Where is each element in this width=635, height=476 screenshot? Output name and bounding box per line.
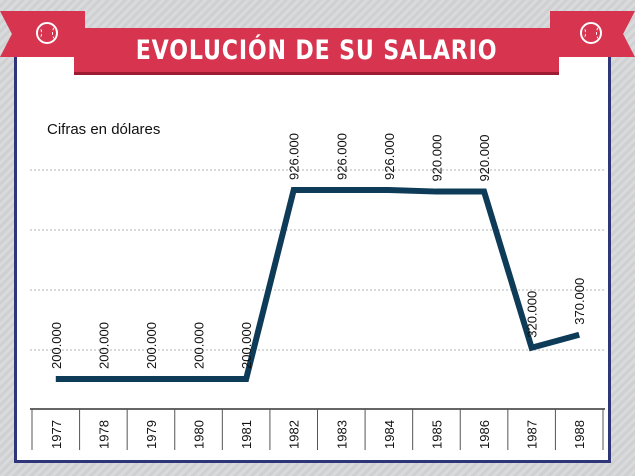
data-label: 926.000 <box>334 133 349 180</box>
chart-card <box>14 40 611 463</box>
x-tick-label: 1986 <box>477 420 492 449</box>
x-tick-label: 1980 <box>192 420 207 449</box>
grid <box>30 169 605 351</box>
baseball-icon <box>36 22 58 44</box>
data-label: 926.000 <box>382 133 397 180</box>
chart-title: EVOLUCIÓN DE SU SALARIO <box>135 34 498 66</box>
data-label: 920.000 <box>429 135 444 182</box>
x-tick-label: 1987 <box>525 420 540 449</box>
baseball-icon <box>580 22 602 44</box>
data-label: 200.000 <box>144 322 159 369</box>
x-tick-label: 1985 <box>429 420 444 449</box>
x-tick-label: 1988 <box>572 420 587 449</box>
x-tick-label: 1979 <box>144 420 159 449</box>
x-tick-label: 1983 <box>334 420 349 449</box>
data-label: 200.000 <box>239 322 254 369</box>
data-label: 370.000 <box>572 278 587 325</box>
x-tick-label: 1982 <box>287 420 302 449</box>
value-labels: 200.000 200.000 200.000 200.000 200.000 926.0… <box>49 133 587 369</box>
x-tick-label: 1977 <box>49 420 64 449</box>
x-tick-label: 1978 <box>96 420 111 449</box>
salary-line <box>55 187 580 382</box>
ribbon-right <box>550 11 635 57</box>
data-label: 926.000 <box>287 133 302 180</box>
title-banner: EVOLUCIÓN DE SU SALARIO <box>74 28 559 75</box>
ribbon-left <box>0 11 85 57</box>
unit-label: Cifras en dólares <box>47 121 160 138</box>
data-label: 200.000 <box>49 322 64 369</box>
x-tick-label: 1984 <box>382 420 397 449</box>
x-axis: 1977 1978 1979 1980 1981 1982 1983 1984 1985 1986… <box>30 408 605 450</box>
data-label: 920.000 <box>477 135 492 182</box>
data-label: 200.000 <box>192 322 207 369</box>
data-label: 320.000 <box>525 291 540 338</box>
x-tick-label: 1981 <box>239 420 254 449</box>
data-label: 200.000 <box>96 322 111 369</box>
